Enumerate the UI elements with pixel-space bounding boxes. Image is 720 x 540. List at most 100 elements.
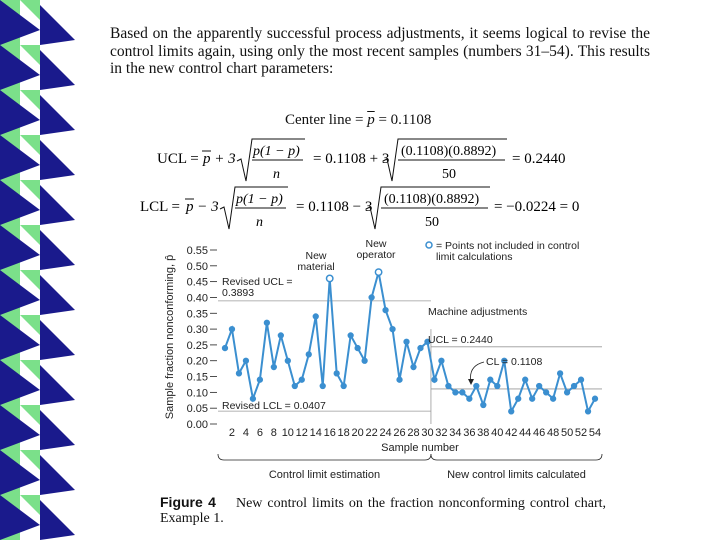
decorative-border <box>0 0 75 540</box>
border-triangle-green <box>20 405 40 425</box>
border-triangle-dark <box>40 320 75 360</box>
border-triangle-dark <box>0 270 40 315</box>
center-line-label: Center line = <box>285 112 368 128</box>
data-point <box>354 344 361 352</box>
border-triangle-dark <box>0 180 40 225</box>
border-triangle-green <box>20 0 40 20</box>
excluded-data-point <box>325 274 334 283</box>
data-point <box>389 325 396 333</box>
y-tick-label: 0.20 <box>187 356 208 368</box>
border-triangle-dark <box>40 140 75 180</box>
data-point <box>424 338 431 345</box>
border-triangle-green <box>20 315 40 335</box>
border-triangle-green <box>20 270 40 290</box>
data-point <box>382 306 389 314</box>
border-triangle-green <box>20 45 40 65</box>
lcl-num: (0.1108)(0.8892) <box>384 192 479 207</box>
border-triangle-dark <box>0 315 40 360</box>
data-point <box>577 376 585 383</box>
x-tick-label: 32 <box>435 427 447 439</box>
data-point <box>494 382 501 390</box>
border-triangle-dark <box>0 45 40 90</box>
x-tick-label: 28 <box>407 427 419 439</box>
data-point <box>235 370 243 377</box>
border-triangle-dark <box>40 95 75 135</box>
x-tick-label: 8 <box>271 427 277 439</box>
data-point <box>501 357 508 364</box>
border-triangle-green <box>20 450 40 470</box>
y-tick-label: 0.55 <box>187 245 208 257</box>
data-point <box>584 408 592 415</box>
y-axis-label: Sample fraction nonconforming, p̂ <box>164 255 176 419</box>
x-tick-label: 54 <box>589 427 601 439</box>
lcl-formula: LCL = p − 3 p(1 − p) n = 0.1108 − 3 (0.1… <box>140 186 579 230</box>
excluded-data-point <box>374 268 383 277</box>
data-point <box>270 363 278 371</box>
x-tick-label: 40 <box>491 427 503 439</box>
x-tick-label: 34 <box>449 427 461 439</box>
x-tick-label: 50 <box>561 427 573 439</box>
x-tick-label: 20 <box>352 427 364 439</box>
border-triangle-dark <box>0 405 40 450</box>
ucl-num: (0.1108)(0.8892) <box>401 144 496 159</box>
data-point <box>305 351 312 358</box>
data-point <box>529 395 536 402</box>
data-point <box>263 319 271 326</box>
data-point <box>403 338 410 345</box>
y-tick-label: 0.45 <box>187 277 208 289</box>
data-point <box>459 389 466 396</box>
data-point <box>452 389 459 396</box>
x-tick-label: 42 <box>505 427 517 439</box>
border-triangle-dark <box>40 50 75 90</box>
data-point <box>347 332 354 339</box>
data-point <box>221 344 229 352</box>
cl-arrowhead <box>468 379 474 385</box>
x-tick-label: 38 <box>477 427 489 439</box>
estimation-bracket <box>217 453 432 461</box>
data-point <box>228 325 236 333</box>
data-point <box>515 395 522 402</box>
x-tick-label: 36 <box>463 427 475 439</box>
data-point <box>396 376 403 383</box>
ucl-label: UCL = <box>157 151 199 167</box>
lcl-result: = −0.0224 = 0 <box>494 199 579 215</box>
border-triangle-dark <box>40 185 75 225</box>
data-point <box>591 395 599 402</box>
x-tick-label: 18 <box>338 427 350 439</box>
y-tick-label: 0.30 <box>187 324 208 336</box>
ucl-pbar: p + 3 <box>202 151 236 167</box>
x-tick-label: 4 <box>243 427 249 439</box>
caption-text: New control limits on the fraction nonco… <box>160 496 606 526</box>
border-triangle-dark <box>40 500 75 540</box>
x-tick-label: 2 <box>229 427 235 439</box>
data-point <box>284 357 291 364</box>
center-line-formula: Center line = p = 0.1108 <box>285 112 431 129</box>
border-triangle-dark <box>0 90 40 135</box>
data-point <box>417 344 424 352</box>
revised-lcl-label: Revised LCL = 0.0407 <box>222 400 326 412</box>
data-point <box>410 363 417 371</box>
new-ucl-label: UCL = 0.2440 <box>428 334 493 346</box>
data-point <box>312 313 319 320</box>
border-triangle-dark <box>40 5 75 45</box>
lcl-label: LCL = <box>140 199 180 215</box>
data-point <box>291 382 298 390</box>
data-point <box>445 382 452 390</box>
revised-ucl-label: Revised UCL = 0.3893 <box>222 276 293 299</box>
x-axis-label: Sample number <box>381 442 459 454</box>
border-triangle-dark <box>0 135 40 180</box>
data-point <box>256 376 264 383</box>
y-tick-label: 0.05 <box>187 403 208 415</box>
border-triangle-green <box>20 135 40 155</box>
new-material-label: New material <box>297 250 334 273</box>
y-tick-label: 0.15 <box>187 372 208 384</box>
border-triangle-dark <box>40 365 75 405</box>
ucl-formula: UCL = p + 3 p(1 − p) n = 0.1108 + 3 (0.1… <box>157 138 565 182</box>
border-triangle-green <box>20 360 40 380</box>
center-line-value: = 0.1108 <box>378 112 432 128</box>
data-point <box>319 382 326 390</box>
border-triangle-dark <box>40 275 75 315</box>
ucl-result: = 0.2440 <box>512 151 565 167</box>
ucl-mid: = 0.1108 + 3 <box>313 151 389 167</box>
x-tick-label: 26 <box>393 427 405 439</box>
